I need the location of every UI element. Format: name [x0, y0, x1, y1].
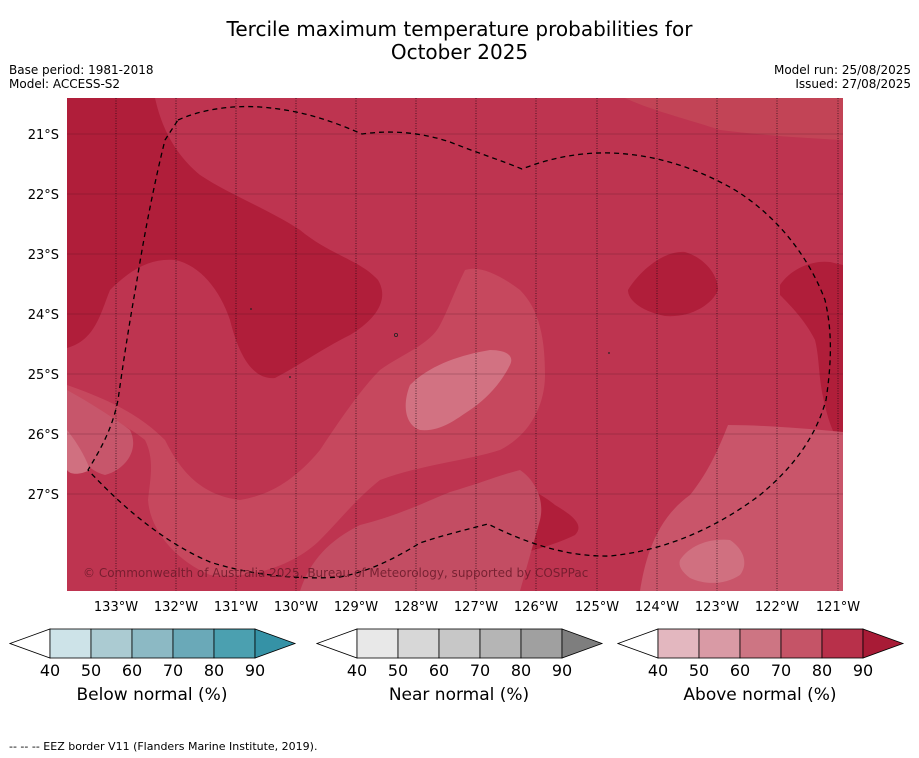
legend-below: 40 50 60 70 80 90 Below normal (%) [8, 625, 299, 715]
longitude-label: 126°W [514, 600, 558, 615]
longitude-labels: 133°W 132°W 131°W 130°W 129°W 128°W 127°W 126°W… [94, 600, 860, 615]
longitude-label: 127°W [454, 600, 498, 615]
legend-near: 40 50 60 70 80 90 Near normal (%) [315, 625, 606, 715]
colorbar-tick-label: 60 [122, 661, 142, 677]
legend-label: Below normal (%) [76, 685, 228, 705]
colorbar-tick-label: 40 [347, 661, 367, 677]
eez-border [87, 105, 832, 579]
colorbar-tick-label: 90 [245, 661, 265, 677]
island-marker [608, 352, 610, 354]
field-above-50-west [67, 430, 90, 474]
colorbar-tick-label: 80 [511, 661, 531, 677]
longitude-label: 131°W [214, 600, 258, 615]
field-above-60-northeast [625, 98, 843, 140]
latitude-label: 22°S [28, 188, 59, 203]
colorbar-cell [397, 628, 440, 659]
legend-label: Near normal (%) [388, 685, 530, 705]
longitude-label: 121°W [816, 600, 860, 615]
colorbar-tick-label: 70 [771, 661, 791, 677]
colorbar-cell [90, 628, 133, 659]
longitude-label: 122°W [755, 600, 799, 615]
colorbar-tick-label: 70 [163, 661, 183, 677]
latitude-labels: 21°S 22°S 23°S 24°S 25°S 26°S 27°S [28, 128, 59, 503]
island-marker [393, 332, 398, 337]
meta-left: Base period: 1981-2018 Model: ACCESS-S2 [9, 63, 154, 91]
colorbar-cell [780, 628, 823, 659]
field-above-60-center [67, 268, 545, 576]
colorbar-min-extension [8, 628, 51, 659]
colorbar-tick-label: 40 [40, 661, 60, 677]
field-above-60-west [67, 390, 134, 475]
field-above-60-south-center [300, 470, 542, 591]
title-line-2: October 2025 [390, 40, 529, 64]
colorbar-cell [438, 628, 481, 659]
longitude-label: 132°W [154, 600, 198, 615]
model-run: Model run: 25/08/2025 [773, 63, 911, 77]
colorbar-max-extension [254, 628, 297, 659]
latitude-label: 25°S [28, 368, 59, 383]
colorbar-cell [657, 628, 700, 659]
colorbar-cell [172, 628, 215, 659]
colorbar-cell [739, 628, 782, 659]
colorbar-tick-label: 60 [730, 661, 750, 677]
colorbar-tick-label: 60 [429, 661, 449, 677]
colorbar-min-extension [315, 628, 358, 659]
colorbar-tick-label: 40 [648, 661, 668, 677]
latitude-label: 26°S [28, 428, 59, 443]
colorbar-min-extension [616, 628, 659, 659]
island-marker [250, 308, 252, 310]
meta-right: Model run: 25/08/2025 Issued: 27/08/2025 [774, 63, 911, 91]
issued-date: Issued: 27/08/2025 [795, 77, 911, 91]
colorbar-tick-label: 50 [689, 661, 709, 677]
base-period: Base period: 1981-2018 [9, 63, 154, 77]
field-above-80-northwest [67, 98, 383, 379]
colorbar-cell [698, 628, 741, 659]
island-marker [289, 376, 291, 378]
colorbar-cell [49, 628, 92, 659]
field-above-50-center [405, 350, 512, 431]
longitude-label: 123°W [695, 600, 739, 615]
longitude-label: 128°W [394, 600, 438, 615]
colorbar-tick-label: 50 [388, 661, 408, 677]
colorbar: 40 50 60 70 80 90 [315, 628, 604, 680]
colorbar-tick-label: 90 [853, 661, 873, 677]
legend-label: Above normal (%) [683, 685, 837, 705]
probability-field [67, 98, 843, 591]
colorbar-tick-label: 90 [552, 661, 572, 677]
longitude-label: 130°W [274, 600, 318, 615]
latitude-label: 24°S [28, 308, 59, 323]
colorbar-cell [479, 628, 522, 659]
colorbar-cell [821, 628, 864, 659]
latitude-label: 23°S [28, 248, 59, 263]
legend-above: 40 50 60 70 80 90 Above normal (%) [616, 625, 907, 715]
colorbar: 40 50 60 70 80 90 [616, 628, 905, 680]
field-above-50-southeast [679, 539, 745, 583]
colorbar-cell [520, 628, 563, 659]
colorbar-tick-label: 80 [204, 661, 224, 677]
copyright-notice: © Commonwealth of Australia 2025, Bureau… [83, 566, 588, 580]
gridlines [67, 98, 843, 591]
title-line-1: Tercile maximum temperature probabilitie… [226, 17, 693, 41]
colorbar-max-extension [862, 628, 905, 659]
field-above-80-east [628, 251, 718, 317]
latitude-label: 27°S [28, 488, 59, 503]
model-name: Model: ACCESS-S2 [9, 77, 121, 91]
longitude-label: 129°W [334, 600, 378, 615]
longitude-label: 124°W [635, 600, 679, 615]
colorbar-tick-label: 80 [812, 661, 832, 677]
colorbar-cell [356, 628, 399, 659]
longitude-label: 133°W [94, 600, 138, 615]
colorbar-cell [131, 628, 174, 659]
colorbar-max-extension [561, 628, 604, 659]
longitude-label: 125°W [575, 600, 619, 615]
chart-title: Tercile maximum temperature probabilitie… [0, 18, 919, 64]
colorbar-tick-label: 50 [81, 661, 101, 677]
latitude-label: 21°S [28, 128, 59, 143]
eez-footnote: -- -- -- EEZ border V11 (Flanders Marine… [9, 740, 318, 753]
colorbar: 40 50 60 70 80 90 [8, 628, 297, 680]
colorbar-cell [213, 628, 256, 659]
colorbar-tick-label: 70 [470, 661, 490, 677]
